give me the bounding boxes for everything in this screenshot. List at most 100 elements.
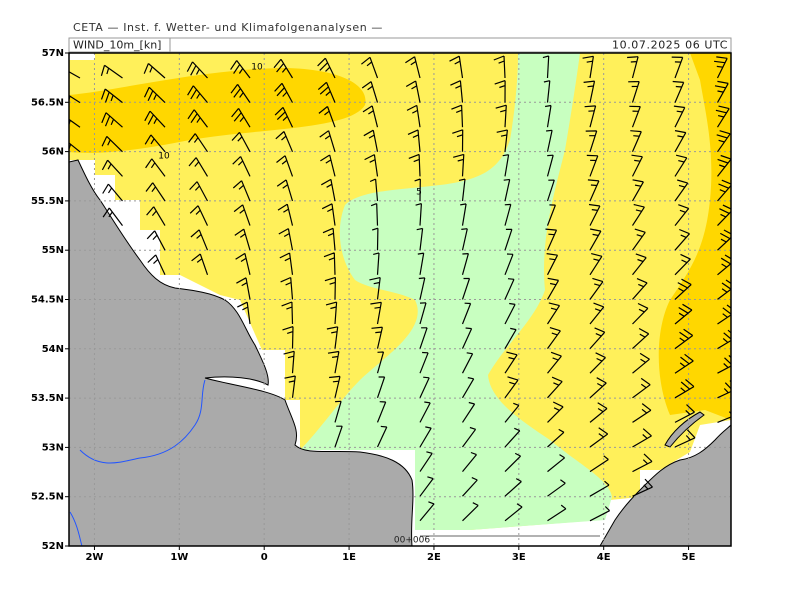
wind-barb (376, 376, 386, 398)
wind-barb (274, 106, 294, 128)
wind-barb (329, 375, 341, 398)
wind-barb (546, 129, 553, 152)
variable: WIND_10m_[kn] (73, 39, 161, 52)
wind-barb (631, 203, 645, 226)
wind-barb (232, 180, 251, 202)
wind-barb (417, 252, 425, 275)
lat-tick-label: 52N (42, 541, 64, 552)
wind-barb (631, 179, 644, 202)
lat-tick-label: 56N (42, 147, 64, 158)
wind-barb (461, 327, 473, 349)
wind-barb (717, 304, 731, 325)
wind-barb (100, 64, 123, 79)
wind-barb (318, 106, 336, 128)
wind-barb (449, 55, 464, 79)
wind-barb (187, 109, 208, 128)
wind-barb (69, 71, 81, 79)
lat-tick-label: 52.5N (31, 492, 64, 503)
wind-barb (547, 401, 564, 423)
wind-barb (274, 82, 294, 103)
wind-barb (69, 94, 81, 104)
land (69, 159, 414, 546)
wind-barb (546, 253, 559, 276)
wind-barb (717, 405, 731, 423)
wind-barb (586, 154, 599, 177)
wind-barb (504, 402, 520, 423)
wind-barb (419, 302, 427, 325)
wind-barb (419, 451, 433, 472)
wind-barb (462, 451, 477, 472)
wind-barb (284, 375, 296, 398)
lon-tick-label: 2E (427, 552, 441, 563)
wind-barb (69, 118, 81, 128)
wind-barb (453, 153, 465, 177)
wind-barb (716, 130, 731, 153)
wind-barb (631, 154, 643, 177)
wind-barb (276, 179, 294, 202)
wind-barb (547, 454, 565, 473)
wind-barb (589, 455, 609, 473)
wind-barb (714, 56, 728, 79)
wind-barb (191, 253, 209, 275)
wind-barb (632, 352, 650, 374)
wind-barb (408, 153, 421, 177)
lon-tick-label: 3E (512, 552, 526, 563)
graticule (69, 53, 731, 546)
wind-barb (504, 278, 515, 300)
lon-tick-label: 4E (597, 552, 611, 563)
wind-barb (461, 302, 472, 325)
wind-barb (461, 352, 474, 374)
wind-barb (273, 58, 294, 79)
lat-tick-label: 53N (42, 442, 64, 453)
wind-barb (632, 478, 653, 497)
wind-barb (632, 403, 652, 423)
wind-barb (364, 154, 379, 177)
wind-barb (545, 228, 558, 251)
wind-barb (496, 129, 508, 152)
wind-barb (452, 129, 464, 152)
wind-barb (419, 426, 432, 448)
wind-barb (275, 131, 294, 153)
wind-barb (504, 302, 516, 325)
wind-barb (317, 81, 336, 103)
wind-barb (546, 204, 556, 226)
lat-tick-label: 54N (42, 344, 64, 355)
contour-band (300, 53, 612, 530)
wind-barb (187, 85, 208, 103)
wind-barb (458, 178, 466, 202)
wind-barb (362, 105, 379, 128)
contour-label: 5 (416, 188, 422, 198)
wind-barb (235, 252, 251, 275)
wind-barb (236, 277, 251, 300)
wind-barb (589, 480, 610, 497)
wind-barb (460, 203, 467, 226)
wind-barb (504, 452, 522, 473)
wind-barb (674, 303, 693, 325)
river (69, 379, 206, 546)
wind-barb (503, 178, 511, 202)
wind-barb (461, 401, 476, 423)
wind-barb (146, 230, 166, 251)
wind-barb (504, 376, 519, 399)
wind-barb (630, 130, 642, 153)
wind-barb (674, 328, 694, 350)
wind-barb (407, 129, 421, 152)
wind-barb (717, 154, 731, 177)
variable-box (68, 37, 171, 53)
wind-barb (494, 80, 506, 103)
wind-barb (674, 228, 690, 251)
valid-time: 10.07.2025 06 UTC (612, 39, 728, 52)
lon-tick-label: 2W (85, 552, 103, 563)
wind-barb (370, 301, 382, 325)
wind-barb (674, 154, 688, 177)
lat-tick-label: 56.5N (31, 97, 64, 108)
wind-barb (589, 352, 606, 374)
wind-barb (717, 354, 731, 374)
wind-barb (673, 105, 686, 128)
wind-barb (419, 351, 429, 374)
wind-barb (502, 154, 510, 177)
wind-barb (416, 227, 424, 251)
wind-barb (231, 108, 251, 128)
lat-tick-label: 55N (42, 245, 64, 256)
